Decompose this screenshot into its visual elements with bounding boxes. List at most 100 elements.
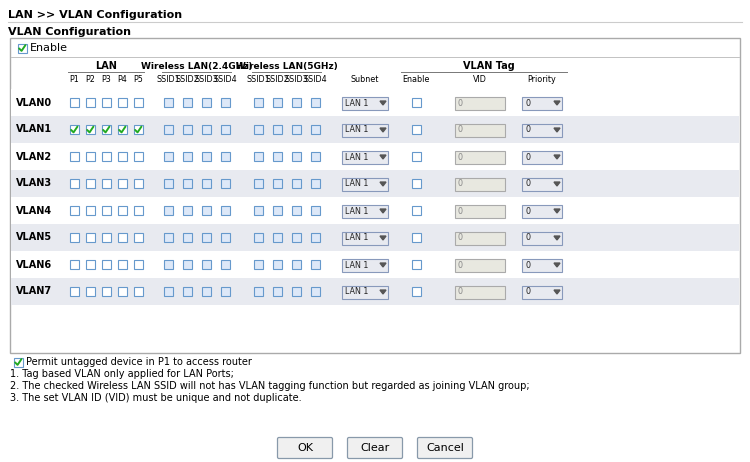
Text: LAN >> VLAN Configuration: LAN >> VLAN Configuration [8, 10, 182, 20]
Bar [86, 125, 94, 134]
Text: VLAN2: VLAN2 [16, 152, 52, 162]
Bar [182, 206, 191, 215]
Bar [455, 177, 505, 190]
Bar [134, 260, 142, 269]
Bar [412, 179, 421, 188]
Bar [254, 233, 262, 242]
Bar [310, 125, 320, 134]
Polygon shape [554, 182, 560, 186]
Bar [164, 260, 172, 269]
Bar [522, 259, 562, 272]
Text: VLAN4: VLAN4 [16, 206, 52, 215]
Bar [272, 287, 281, 296]
Text: VLAN6: VLAN6 [16, 260, 52, 269]
Bar [202, 179, 211, 188]
Bar [342, 97, 388, 109]
Bar [118, 206, 127, 215]
Bar [220, 287, 230, 296]
Bar [70, 125, 79, 134]
Bar [182, 260, 191, 269]
Bar [254, 260, 262, 269]
Bar [220, 233, 230, 242]
Text: P2: P2 [85, 75, 95, 85]
Text: Enable: Enable [402, 75, 430, 85]
Text: 0: 0 [525, 180, 530, 188]
Bar [182, 179, 191, 188]
Text: 0: 0 [458, 98, 463, 108]
Bar [220, 179, 230, 188]
Bar [134, 287, 142, 296]
Text: VLAN Tag: VLAN Tag [463, 61, 514, 71]
Bar [292, 98, 301, 107]
Bar [202, 233, 211, 242]
Bar [254, 287, 262, 296]
Bar [118, 152, 127, 161]
Bar [292, 233, 301, 242]
Bar [292, 152, 301, 161]
Polygon shape [380, 290, 386, 294]
Bar [11, 224, 739, 251]
Bar [70, 98, 79, 107]
Bar [254, 206, 262, 215]
Bar [412, 98, 421, 107]
Bar [86, 98, 94, 107]
Bar [522, 97, 562, 109]
Bar [272, 125, 281, 134]
Bar [10, 38, 740, 353]
Text: Wireless LAN(5GHz): Wireless LAN(5GHz) [236, 61, 338, 71]
Bar [70, 206, 79, 215]
Bar [310, 287, 320, 296]
Bar [164, 98, 172, 107]
Bar [101, 233, 110, 242]
Bar [412, 206, 421, 215]
Bar [182, 152, 191, 161]
Text: Enable: Enable [30, 43, 68, 53]
Bar [182, 287, 191, 296]
Text: SSID2: SSID2 [175, 75, 199, 85]
Text: Subnet: Subnet [351, 75, 380, 85]
Bar [13, 358, 22, 366]
Polygon shape [380, 236, 386, 240]
Bar [292, 179, 301, 188]
Bar [342, 123, 388, 136]
Polygon shape [380, 263, 386, 267]
Polygon shape [554, 263, 560, 267]
Bar [220, 98, 230, 107]
Bar [86, 179, 94, 188]
Polygon shape [380, 128, 386, 132]
Text: 0: 0 [458, 207, 463, 215]
Text: 0: 0 [458, 180, 463, 188]
Text: SSID1: SSID1 [246, 75, 270, 85]
Bar [134, 233, 142, 242]
Bar [220, 152, 230, 161]
Text: OK: OK [297, 443, 313, 453]
Bar [11, 278, 739, 305]
FancyBboxPatch shape [418, 438, 472, 458]
Text: 0: 0 [458, 152, 463, 162]
Bar [202, 152, 211, 161]
Text: LAN 1: LAN 1 [345, 207, 368, 215]
Bar [164, 206, 172, 215]
Text: 0: 0 [458, 126, 463, 134]
Text: SSID2: SSID2 [266, 75, 289, 85]
Bar [70, 233, 79, 242]
Bar [70, 287, 79, 296]
Bar [182, 125, 191, 134]
Text: 0: 0 [525, 233, 530, 243]
Bar [86, 206, 94, 215]
Text: VLAN0: VLAN0 [16, 97, 52, 108]
Text: LAN 1: LAN 1 [345, 152, 368, 162]
FancyBboxPatch shape [278, 438, 332, 458]
Bar [86, 152, 94, 161]
Bar [134, 206, 142, 215]
Bar [70, 152, 79, 161]
Bar [11, 116, 739, 143]
Text: VID: VID [473, 75, 487, 85]
Text: Wireless LAN(2.4GHz): Wireless LAN(2.4GHz) [141, 61, 252, 71]
Bar [342, 151, 388, 164]
Polygon shape [380, 209, 386, 213]
Text: SSID3: SSID3 [284, 75, 308, 85]
Bar [310, 152, 320, 161]
Bar [101, 125, 110, 134]
Bar [202, 125, 211, 134]
